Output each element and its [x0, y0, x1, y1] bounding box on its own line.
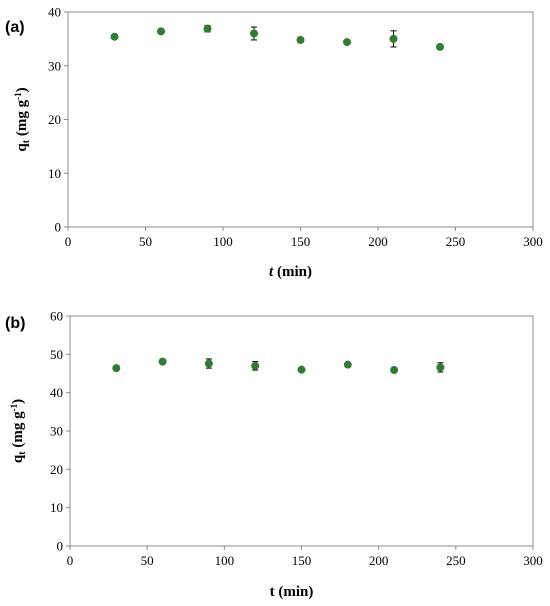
x-tick-label: 100 — [215, 553, 235, 568]
data-point — [297, 365, 306, 374]
x-tick-label: 200 — [368, 234, 388, 249]
y-tick-label: 30 — [48, 58, 61, 73]
y-axis-label-close: ) — [14, 87, 30, 92]
x-axis-label: t (min) — [270, 584, 314, 600]
data-point — [251, 361, 260, 370]
plot-frame — [69, 315, 534, 547]
plot-frame — [67, 11, 534, 228]
panel-label: (b) — [5, 315, 25, 332]
y-tick-label: 10 — [50, 500, 63, 515]
data-point — [110, 32, 119, 41]
y-axis-label-main: q — [10, 454, 26, 463]
x-tick-label: 0 — [67, 553, 74, 568]
x-tick-label: 150 — [291, 234, 311, 249]
x-tick-label: 50 — [139, 234, 152, 249]
data-point — [158, 357, 167, 366]
y-axis-label-main: q — [14, 143, 30, 152]
y-axis-label-sub: t — [21, 139, 32, 143]
y-tick-label: 10 — [48, 166, 61, 181]
chart-panel-b: 0 10 20 30 40 50 60 0 50 100 150 200 250 300 (b) t (min… — [5, 309, 543, 601]
y-tick-label: 30 — [50, 424, 63, 439]
x-axis-label-unit: t (min) — [270, 584, 314, 600]
data-point — [112, 364, 121, 373]
data-point — [250, 29, 258, 38]
panel-label: (a) — [5, 19, 25, 36]
y-axis-label-sup: -1 — [13, 92, 23, 100]
x-tick-label: 200 — [369, 553, 389, 568]
x-tick-label: 150 — [292, 553, 312, 568]
data-point — [389, 34, 398, 43]
data-point — [343, 360, 352, 369]
x-tick-label: 300 — [523, 553, 543, 568]
x-tick-label: 100 — [213, 234, 233, 249]
y-tick-label: 0 — [57, 539, 64, 554]
data-point — [296, 35, 305, 44]
data-point — [436, 42, 444, 51]
x-tick-label: 300 — [523, 234, 543, 249]
y-axis-label-close: ) — [10, 399, 26, 404]
y-axis-label-unit: (mg g — [10, 411, 26, 451]
data-point — [390, 366, 399, 375]
y-tick-label: 40 — [50, 385, 63, 400]
x-tick-label: 250 — [446, 234, 466, 249]
x-axis-label-var: t — [269, 264, 274, 280]
y-axis-label-sub: t — [17, 451, 28, 455]
data-point — [203, 24, 212, 33]
data-point — [204, 359, 213, 368]
y-axis-label-sup: -1 — [9, 403, 19, 411]
y-tick-label: 60 — [50, 309, 63, 324]
data-point — [436, 363, 445, 372]
data-point — [343, 38, 351, 47]
y-tick-label: 20 — [48, 112, 61, 127]
y-tick-label: 40 — [48, 5, 61, 20]
x-tick-label: 250 — [446, 553, 466, 568]
x-tick-label: 0 — [65, 234, 72, 249]
x-axis-label: t (min) — [269, 264, 312, 280]
y-axis-label: qt (mg g-1) — [13, 87, 32, 151]
data-point — [157, 27, 165, 36]
x-axis-label-unit: (min) — [273, 264, 312, 280]
y-axis-label: qt (mg g-1) — [9, 399, 28, 463]
y-tick-label: 50 — [50, 347, 63, 362]
y-tick-label: 0 — [55, 220, 62, 235]
x-tick-label: 50 — [141, 553, 154, 568]
y-tick-label: 20 — [50, 462, 63, 477]
y-axis-label-unit: (mg g — [14, 99, 30, 139]
